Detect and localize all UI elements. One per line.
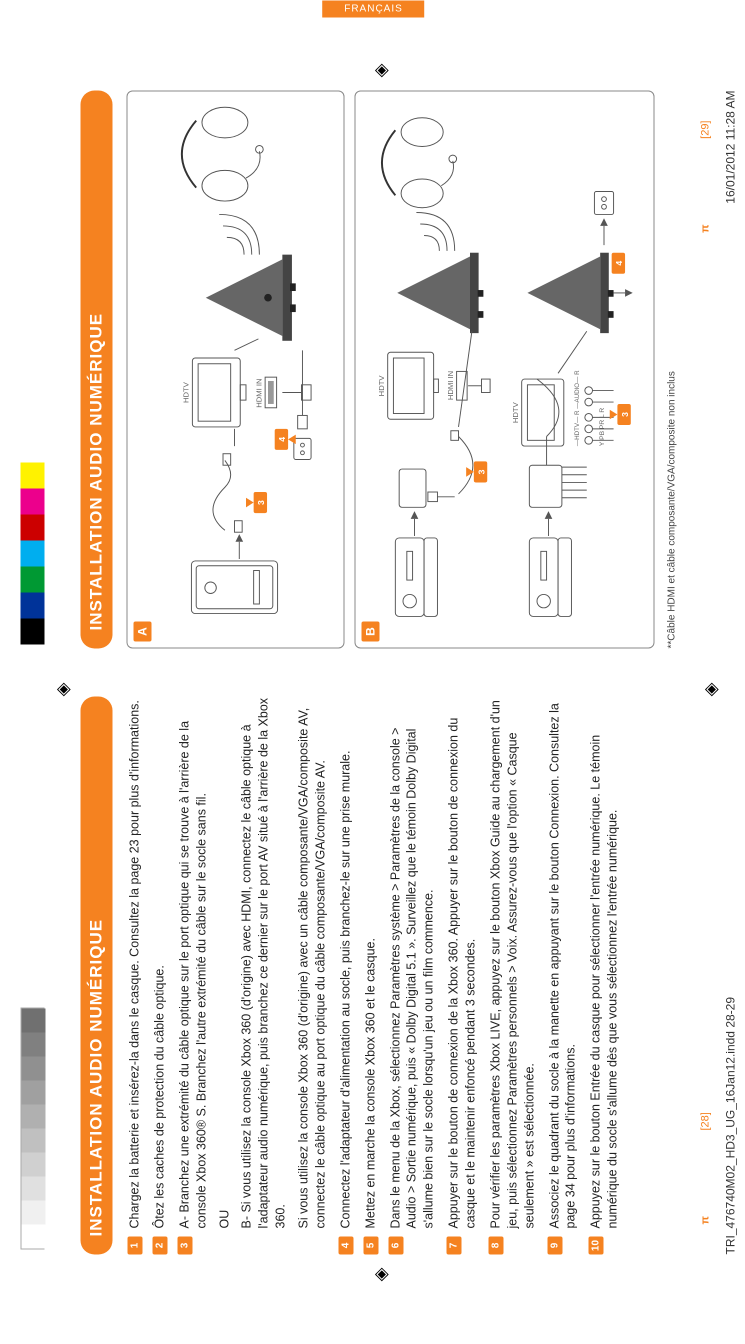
left-page-number: [28]	[699, 1112, 711, 1130]
step-subtext: OU	[216, 696, 233, 1228]
step-number: 4	[338, 1236, 353, 1254]
step: 10 Appuyez sur le bouton Entrée du casque…	[587, 696, 621, 1254]
diagram-b-letter: B	[361, 621, 379, 641]
right-page-symbol: π	[699, 224, 711, 232]
registration-mark-icon: ◈	[52, 679, 72, 699]
svg-text:HDMI IN: HDMI IN	[445, 370, 454, 399]
step-number: 6	[388, 1236, 403, 1254]
left-heading: INSTALLATION AUDIO NUMÉRIQUE	[80, 696, 112, 1254]
two-column-layout: INSTALLATION AUDIO NUMÉRIQUE 1 Chargez la…	[80, 90, 665, 1254]
left-page-symbol: π	[699, 1216, 711, 1224]
hdtv-label: HDTV	[181, 381, 190, 403]
footer-timestamp: 16/01/2012 11:28 AM	[723, 90, 737, 203]
right-page-number: [29]	[699, 120, 711, 138]
svg-text:3: 3	[476, 469, 486, 474]
svg-text:4: 4	[614, 260, 624, 265]
footer-filename: TRI_476740M02_HD3_UG_16Jan12.indd 28-29	[723, 996, 737, 1254]
gray-swatch	[21, 1032, 45, 1056]
print-footer: TRI_476740M02_HD3_UG_16Jan12.indd 28-29 …	[723, 90, 737, 1254]
grayscale-bar	[20, 1007, 44, 1249]
color-swatch	[20, 540, 44, 566]
content: ◈ ◈ ◈ ◈ FRANÇAIS INSTALLATION AUDIO NUMÉ…	[0, 0, 745, 1344]
gray-swatch	[21, 1080, 45, 1104]
step-text: Mettez en marche la console Xbox 360 et …	[362, 696, 379, 1228]
svg-text:Y PB PR L R: Y PB PR L R	[599, 407, 606, 445]
color-bar	[20, 436, 44, 644]
step: 4 Connectez l'adaptateur d'alimentation a…	[337, 696, 354, 1254]
step-text: Connectez l'adaptateur d'alimentation au…	[337, 696, 354, 1228]
step-number: 8	[488, 1236, 503, 1254]
step-number: 10	[588, 1236, 603, 1254]
left-page: INSTALLATION AUDIO NUMÉRIQUE 1 Chargez la…	[80, 696, 665, 1254]
step-subtext: B- Si vous utilisez la console Xbox 360 …	[238, 696, 289, 1228]
callout-3: 3	[256, 499, 266, 504]
svg-text:HDTV: HDTV	[510, 401, 519, 423]
step-number: 7	[446, 1236, 461, 1254]
step-text: Pour vérifier les paramètres Xbox LIVE, …	[487, 696, 538, 1228]
step-text: Ôtez les caches de protection du câble o…	[151, 696, 168, 1228]
steps-list: 1 Chargez la batterie et insérez-la dans …	[126, 696, 629, 1254]
gray-swatch	[21, 1056, 45, 1080]
step-text: Associez le quadrant du socle à la manet…	[546, 696, 580, 1228]
gray-swatch	[21, 1008, 45, 1032]
right-page: INSTALLATION AUDIO NUMÉRIQUE A	[80, 90, 665, 648]
language-tab: FRANÇAIS	[321, 0, 424, 17]
page-numbers: π [28] π [29]	[699, 0, 711, 1344]
step-text: Appuyez sur le bouton Entrée du casque p…	[587, 696, 621, 1228]
step-subtext: Si vous utilisez la console Xbox 360 (d'…	[295, 696, 329, 1228]
step: 7 Appuyer sur le bouton de connexion de l…	[445, 696, 479, 1254]
registration-mark-icon: ◈	[370, 1264, 390, 1284]
color-swatch	[20, 488, 44, 514]
step-number: 9	[547, 1236, 562, 1254]
diagram-a: A	[126, 90, 344, 648]
step-text: Appuyer sur le bouton de connexion de la…	[445, 696, 479, 1228]
gray-swatch	[21, 1200, 45, 1224]
step-number: 1	[127, 1236, 142, 1254]
gray-swatch	[21, 1152, 45, 1176]
svg-text:HDTV: HDTV	[376, 374, 385, 396]
step-number: 3	[177, 1236, 192, 1254]
step: 8 Pour vérifier les paramètres Xbox LIVE,…	[487, 696, 538, 1254]
color-swatch	[20, 618, 44, 644]
color-swatch	[20, 592, 44, 618]
gray-swatch	[21, 1176, 45, 1200]
registration-mark-icon: ◈	[370, 60, 390, 80]
step: 5 Mettez en marche la console Xbox 360 et…	[362, 696, 379, 1254]
step-number: 5	[363, 1236, 378, 1254]
step-text: A- Branchez une extrémité du câble optiq…	[176, 696, 329, 1228]
step-text: Dans le menu de la Xbox, sélectionnez Pa…	[387, 696, 438, 1228]
diagram-b-svg: HDTV HDMI IN 3	[365, 101, 641, 637]
diagram-footnote: **Câble HDMI et câble composante/VGA/com…	[666, 90, 677, 648]
step-text: Chargez la batterie et insérez-la dans l…	[126, 696, 143, 1228]
svg-text:—HDTV— R —AUDIO— R: —HDTV— R —AUDIO— R	[574, 369, 581, 445]
color-swatch	[20, 566, 44, 592]
svg-text:3: 3	[619, 411, 629, 416]
step: 3 A- Branchez une extrémité du câble opti…	[176, 696, 329, 1254]
step-number: 2	[152, 1236, 167, 1254]
gray-swatch	[21, 1128, 45, 1152]
hdmi-label: HDMI IN	[254, 378, 263, 407]
color-swatch	[20, 514, 44, 540]
gray-swatch	[21, 1104, 45, 1128]
color-swatch	[20, 462, 44, 488]
step: 1 Chargez la batterie et insérez-la dans …	[126, 696, 143, 1254]
right-heading: INSTALLATION AUDIO NUMÉRIQUE	[80, 90, 112, 648]
step: 6 Dans le menu de la Xbox, sélectionnez P…	[387, 696, 438, 1254]
callout-4: 4	[277, 436, 287, 441]
diagram-a-letter: A	[133, 621, 151, 641]
page-spread: ◈ ◈ ◈ ◈ FRANÇAIS INSTALLATION AUDIO NUMÉ…	[0, 0, 745, 1344]
diagram-a-svg: 3 HDTV HDMI IN	[137, 101, 331, 637]
gray-swatch	[21, 1224, 45, 1248]
step: 2 Ôtez les caches de protection du câble …	[151, 696, 168, 1254]
step: 9 Associez le quadrant du socle à la mane…	[546, 696, 580, 1254]
color-swatch	[20, 436, 44, 462]
diagram-b: B	[354, 90, 654, 648]
